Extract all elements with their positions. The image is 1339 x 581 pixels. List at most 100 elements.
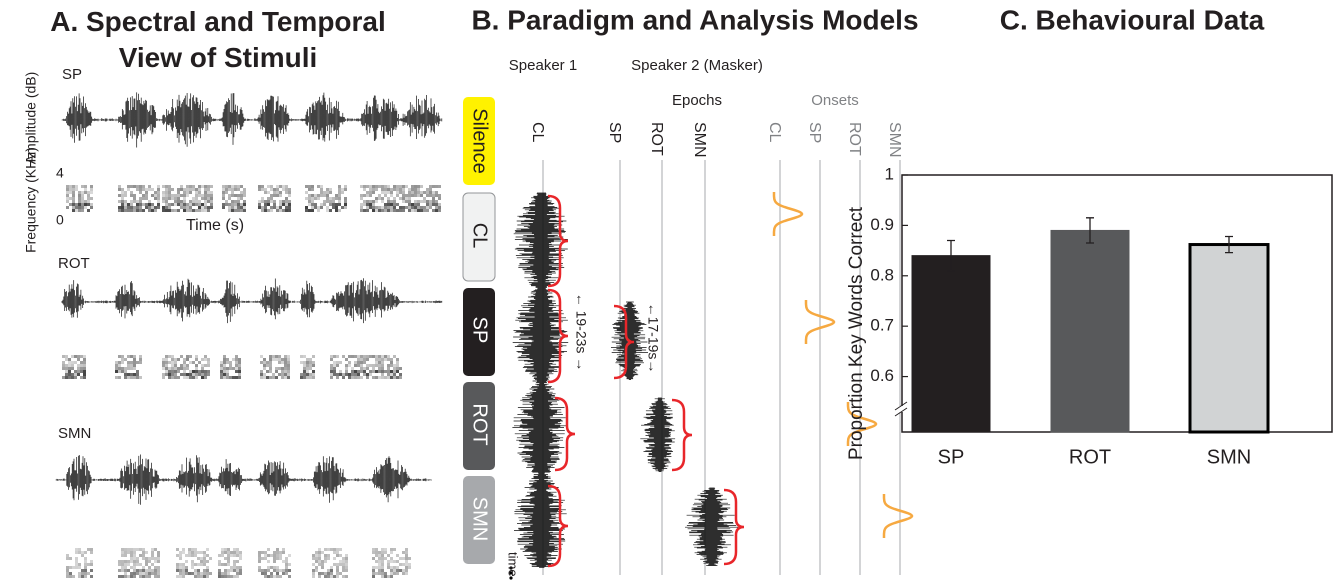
spectrogram-cell — [341, 188, 344, 191]
spectrogram-cell — [66, 554, 69, 557]
spectrogram-cell — [324, 575, 327, 578]
waveform — [61, 92, 443, 148]
spectrogram-cell — [338, 200, 341, 203]
spectrogram-cell — [264, 188, 267, 191]
spectrogram-cell — [330, 355, 333, 358]
spectrogram-cell — [288, 209, 291, 212]
spectrogram-cell — [405, 557, 408, 560]
spectrogram-cell — [426, 191, 429, 194]
spectrogram-cell — [243, 194, 246, 197]
spectrogram-cell — [258, 551, 261, 554]
spectrogram-cell — [201, 376, 204, 379]
spectrogram-cell — [258, 200, 261, 203]
spectrogram-cell — [303, 376, 306, 379]
spectrogram-cell — [238, 373, 241, 376]
spectrogram-cell — [438, 197, 441, 200]
spectrogram-cell — [142, 548, 145, 551]
spectrogram-cell — [384, 572, 387, 575]
spectrogram-cell — [127, 209, 130, 212]
spectrogram-cell — [263, 358, 266, 361]
spectrogram-cell — [264, 209, 267, 212]
spectrogram-cell — [369, 355, 372, 358]
time-arrow-label: time — [506, 552, 521, 577]
spectrogram-cell — [330, 548, 333, 551]
spectrogram-cell — [405, 566, 408, 569]
spectrogram-cell — [203, 551, 206, 554]
spectrogram-cell — [417, 200, 420, 203]
spectrogram-cell — [130, 191, 133, 194]
spectrogram-cell — [335, 194, 338, 197]
spectrogram-cell — [264, 191, 267, 194]
spectrogram-cell — [237, 185, 240, 188]
spectrogram-cell — [287, 376, 290, 379]
spectrogram-cell — [336, 554, 339, 557]
spectrogram-cell — [176, 554, 179, 557]
spectrogram-cell — [192, 370, 195, 373]
spectrogram-cell — [372, 566, 375, 569]
spectrogram-cell — [72, 206, 75, 209]
spectrogram-cell — [154, 209, 157, 212]
spectrogram-cell — [171, 358, 174, 361]
spectrogram-cell — [198, 373, 201, 376]
spectrogram-cell — [338, 197, 341, 200]
spectrogram-cell — [81, 185, 84, 188]
spectrogram-cell — [318, 560, 321, 563]
spectrogram-cell — [66, 194, 69, 197]
spectrogram-cell — [387, 355, 390, 358]
spectrogram-cell — [182, 575, 185, 578]
spectrogram-cell — [185, 569, 188, 572]
spectrogram-cell — [183, 361, 186, 364]
condition-label: Silence — [469, 108, 491, 174]
spectrogram-cell — [276, 572, 279, 575]
spectrogram-cell — [228, 194, 231, 197]
spectrogram-cell — [326, 188, 329, 191]
spectrogram-cell — [264, 200, 267, 203]
spectrogram-cell — [288, 203, 291, 206]
spectrogram-cell — [272, 376, 275, 379]
spectrogram-cell — [207, 188, 210, 191]
spectrogram-cell — [411, 194, 414, 197]
spectrogram-cell — [66, 197, 69, 200]
spectrogram-cell — [305, 197, 308, 200]
spectrogram-cell — [305, 209, 308, 212]
spectrogram-cell — [227, 554, 230, 557]
spectrogram-cell — [320, 185, 323, 188]
spectrogram-cell — [357, 358, 360, 361]
spectrogram-cell — [327, 575, 330, 578]
spectrogram-cell — [303, 373, 306, 376]
spectrogram-cell — [148, 188, 151, 191]
spectrogram-cell — [384, 376, 387, 379]
spectrogram-cell — [69, 185, 72, 188]
spectrogram-cell — [186, 364, 189, 367]
epochs-header: Epochs — [672, 92, 722, 109]
spectrogram-cell — [157, 557, 160, 560]
spectrogram-cell — [177, 370, 180, 373]
spectrogram-cell — [378, 557, 381, 560]
spectrogram-cell — [408, 206, 411, 209]
y-tick-label: 0.7 — [870, 316, 894, 335]
spectrogram-cell — [78, 572, 81, 575]
spectrogram-cell — [275, 355, 278, 358]
spectrogram-cell — [312, 557, 315, 560]
spectrogram-cell — [261, 557, 264, 560]
spectrogram-cell — [87, 563, 90, 566]
spectrogram-cell — [270, 197, 273, 200]
spectrogram-cell — [263, 364, 266, 367]
spectrogram-cell — [228, 206, 231, 209]
spectrogram-cell — [279, 191, 282, 194]
spectrogram-cell — [232, 376, 235, 379]
spectrogram-cell — [378, 367, 381, 370]
spectrogram-cell — [179, 572, 182, 575]
spectrogram-cell — [357, 373, 360, 376]
spectrogram-cell — [399, 188, 402, 191]
spectrogram-cell — [162, 200, 165, 203]
spectrogram-cell — [145, 569, 148, 572]
spectrogram-cell — [136, 206, 139, 209]
spectrogram-cell — [414, 209, 417, 212]
spectrogram-cell — [315, 557, 318, 560]
spectrogram-cell — [72, 200, 75, 203]
spectrogram-cell — [393, 364, 396, 367]
spectrogram-cell — [276, 194, 279, 197]
panel-c-title: C. Behavioural Data — [1000, 4, 1265, 35]
spectrogram-cell — [157, 569, 160, 572]
